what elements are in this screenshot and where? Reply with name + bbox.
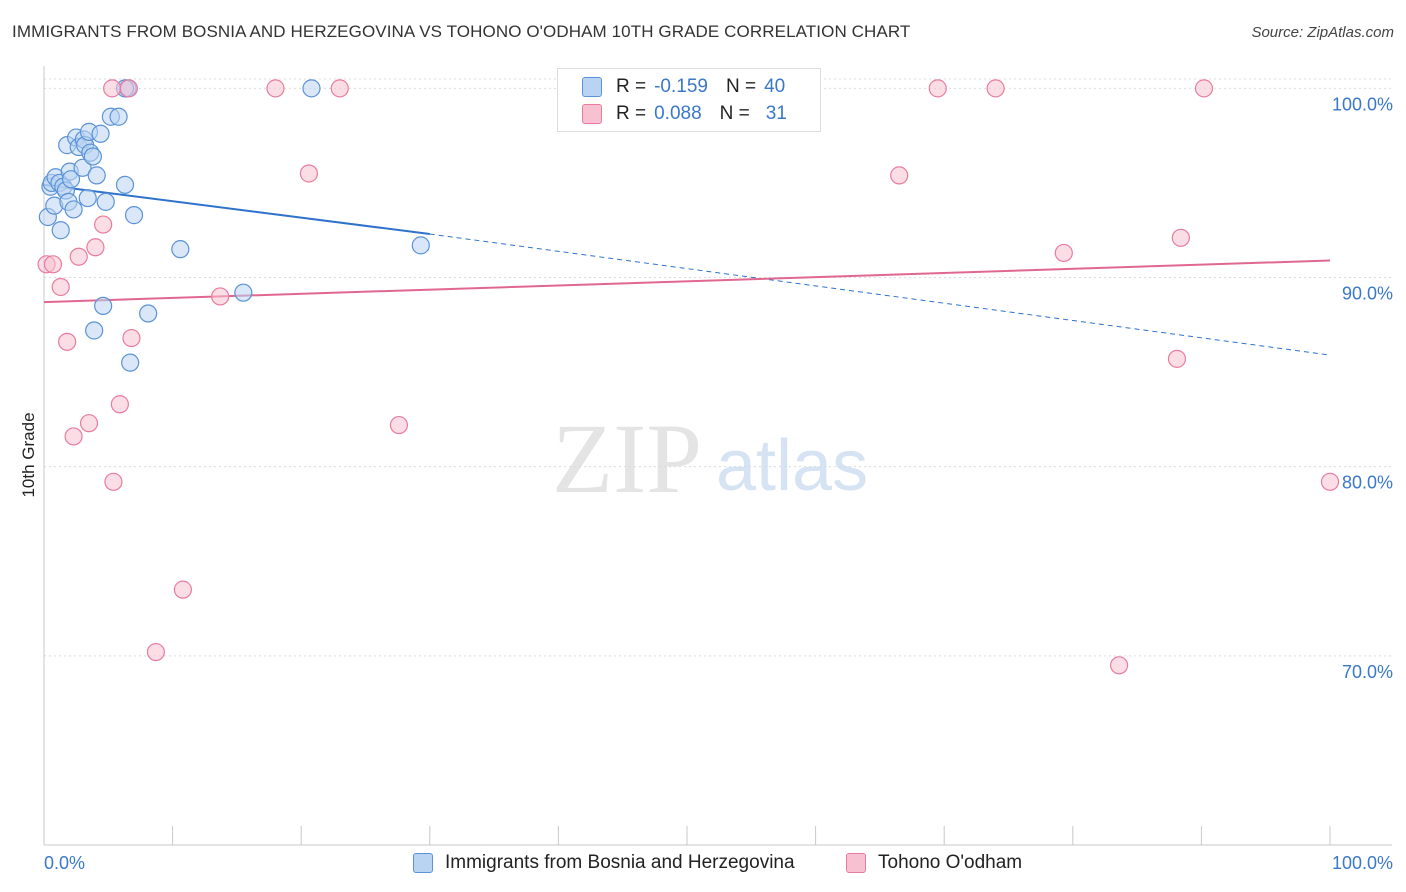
point-tohono [986, 79, 1005, 98]
point-tohono [69, 247, 88, 266]
watermark-zip: ZIP [552, 403, 702, 514]
point-tohono [58, 332, 77, 351]
r-value-tohono: 0.088 [654, 103, 702, 124]
series-legend: Immigrants from Bosnia and Herzegovina T… [0, 852, 1406, 878]
point-tohono [64, 427, 83, 446]
point-tohono [119, 79, 138, 98]
r-label: R = [616, 76, 647, 97]
point-bosnia [61, 170, 81, 189]
point-bosnia [171, 240, 190, 259]
n-value-tohono: 31 [765, 103, 787, 124]
point-bosnia [411, 236, 430, 255]
legend-swatch-tohono [846, 853, 866, 873]
point-tohono [1194, 79, 1214, 98]
point-tohono [79, 414, 99, 433]
point-tohono [330, 79, 349, 98]
point-bosnia [85, 321, 104, 340]
chart-title: IMMIGRANTS FROM BOSNIA AND HERZEGOVINA V… [12, 22, 911, 41]
point-tohono [890, 166, 909, 185]
point-bosnia [78, 188, 97, 208]
stats-legend: R = -0.159 N = 40 R = 0.088 N = 31 [557, 68, 821, 132]
r-value-bosnia: -0.159 [654, 76, 708, 97]
point-tohono [266, 79, 285, 98]
r-label: R = [616, 103, 647, 124]
y-tick-label: 100.0% [1332, 94, 1393, 114]
trend-line-tohono [43, 259, 1331, 304]
point-bosnia [124, 206, 144, 225]
point-tohono [43, 255, 63, 274]
stats-row-tohono: R = 0.088 N = 31 [582, 102, 787, 126]
x-tick-label-max: 100.0% [1332, 853, 1393, 873]
legend-swatch-bosnia [413, 853, 433, 873]
legend-swatch-tohono [582, 104, 602, 124]
point-bosnia [91, 124, 110, 143]
point-tohono [1054, 243, 1073, 263]
legend-item-tohono[interactable]: Tohono O'odham [846, 852, 1022, 874]
tick-labels: 70.0% 80.0% 90.0% 100.0% 0.0% 100.0% 10th Grad… [19, 94, 1393, 873]
watermark-atlas: atlas [716, 426, 868, 506]
watermark: ZIP atlas [552, 403, 868, 514]
point-tohono [389, 415, 409, 435]
gridlines [44, 78, 1392, 657]
point-bosnia [73, 158, 92, 177]
point-tohono [1167, 349, 1187, 368]
point-bosnia [109, 107, 128, 126]
point-bosnia [115, 175, 135, 194]
legend-label-tohono: Tohono O'odham [878, 852, 1023, 873]
axes [43, 66, 1392, 846]
point-bosnia [121, 353, 140, 372]
point-tohono [1109, 656, 1129, 675]
point-tohono [1171, 228, 1190, 247]
point-tohono [86, 238, 105, 257]
legend-item-bosnia[interactable]: Immigrants from Bosnia and Herzegovina [413, 852, 795, 874]
point-bosnia [96, 192, 115, 211]
point-tohono [146, 642, 165, 662]
n-value-bosnia: 40 [764, 76, 786, 97]
y-axis-label: 10th Grade [19, 412, 38, 497]
point-tohono [1320, 472, 1340, 491]
trend-lines [43, 183, 1331, 356]
point-bosnia [87, 166, 106, 185]
point-tohono [51, 277, 70, 297]
point-tohono [110, 395, 129, 414]
point-tohono [104, 472, 123, 491]
trend-line-bosnia-extension [429, 233, 1331, 356]
y-tick-label: 90.0% [1342, 284, 1393, 304]
point-bosnia [64, 200, 83, 219]
trend-line-bosnia [43, 183, 430, 236]
point-tohono [103, 79, 122, 98]
point-tohono [94, 215, 113, 234]
legend-label-bosnia: Immigrants from Bosnia and Herzegovina [445, 852, 795, 873]
point-bosnia [139, 304, 158, 323]
point-bosnia [94, 296, 113, 316]
source-label: Source: ZipAtlas.com [1251, 24, 1394, 41]
point-tohono [122, 328, 141, 348]
point-tohono [928, 79, 947, 98]
point-tohono [299, 164, 319, 183]
stats-row-bosnia: R = -0.159 N = 40 [582, 75, 785, 99]
point-tohono [173, 580, 192, 599]
point-bosnia [302, 79, 321, 98]
y-tick-label: 80.0% [1342, 473, 1393, 493]
n-label: N = [725, 76, 757, 97]
n-label: N = [719, 103, 750, 124]
point-bosnia [51, 221, 70, 240]
legend-swatch-bosnia [582, 77, 602, 97]
data-points [37, 79, 1340, 675]
point-bosnia [83, 147, 102, 166]
x-tick-label-min: 0.0% [44, 853, 85, 873]
y-tick-label: 70.0% [1342, 662, 1393, 682]
point-bosnia [234, 283, 253, 302]
point-tohono [211, 287, 230, 306]
